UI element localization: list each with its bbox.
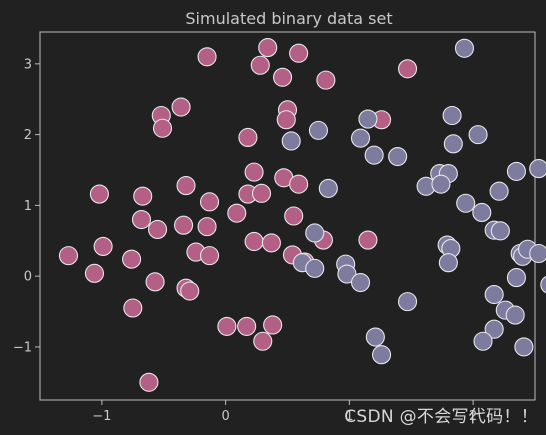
data-point-class-1 — [371, 345, 392, 365]
data-point-class-0 — [397, 59, 418, 79]
data-point-class-1 — [438, 253, 458, 273]
data-point-class-0 — [171, 97, 191, 117]
data-point-class-0 — [263, 315, 283, 335]
data-point-class-0 — [358, 230, 378, 250]
data-point-class-0 — [174, 215, 194, 235]
data-point-class-1 — [472, 202, 492, 223]
x-tick-label: 1 — [345, 409, 353, 424]
data-point-class-1 — [484, 319, 504, 339]
data-point-class-0 — [258, 38, 278, 58]
data-point-class-0 — [122, 249, 142, 269]
data-point-class-0 — [238, 127, 258, 147]
data-point-class-1 — [350, 272, 371, 293]
data-point-class-0 — [199, 246, 220, 266]
data-point-class-0 — [131, 209, 152, 230]
data-point-class-1 — [364, 145, 384, 165]
data-point-class-0 — [261, 233, 281, 253]
data-point-class-1 — [489, 181, 509, 201]
data-point-class-1 — [505, 305, 525, 325]
data-point-class-1 — [365, 327, 385, 347]
data-point-class-0 — [253, 331, 273, 351]
data-point-class-1 — [506, 161, 526, 181]
data-point-class-0 — [139, 372, 159, 392]
data-point-class-1 — [473, 331, 493, 351]
data-points — [58, 38, 546, 392]
data-point-class-1 — [514, 337, 534, 357]
y-tick-label: 2 — [24, 128, 32, 143]
data-point-class-1 — [442, 105, 462, 126]
data-point-class-0 — [289, 43, 309, 63]
data-point-class-0 — [123, 298, 143, 318]
data-point-class-0 — [176, 176, 196, 196]
data-point-class-1 — [443, 134, 463, 154]
data-point-class-1 — [337, 264, 357, 284]
data-point-class-1 — [490, 221, 510, 241]
data-point-class-0 — [217, 316, 237, 336]
chart-title: Simulated binary data set — [185, 9, 392, 28]
data-point-class-1 — [529, 159, 546, 179]
data-point-class-0 — [89, 184, 109, 204]
data-point-class-0 — [289, 174, 309, 194]
data-point-class-0 — [244, 231, 264, 252]
data-point-class-0 — [93, 236, 113, 256]
data-point-class-0 — [272, 67, 293, 87]
y-tick-label: 1 — [24, 199, 32, 214]
data-point-class-0 — [148, 219, 168, 239]
data-point-class-1 — [305, 223, 325, 243]
data-point-class-1 — [350, 128, 371, 148]
data-point-class-1 — [454, 38, 475, 58]
data-point-class-0 — [152, 118, 173, 138]
data-point-class-1 — [484, 285, 504, 305]
data-point-class-0 — [251, 183, 272, 203]
data-point-class-1 — [358, 109, 378, 129]
data-point-class-1 — [281, 131, 301, 151]
data-point-class-0 — [58, 246, 79, 266]
data-point-class-0 — [145, 272, 165, 292]
data-point-class-1 — [397, 292, 418, 312]
data-point-class-1 — [318, 178, 338, 198]
plot-frame — [39, 31, 536, 401]
y-tick-label: −1 — [13, 340, 32, 355]
data-point-class-1 — [431, 174, 451, 194]
data-point-class-1 — [308, 120, 328, 140]
x-tick-label: 0 — [221, 409, 229, 424]
data-point-class-1 — [540, 275, 546, 294]
data-point-class-1 — [468, 125, 488, 145]
data-point-class-0 — [227, 203, 247, 223]
data-point-class-0 — [284, 206, 304, 226]
data-point-class-0 — [133, 186, 153, 206]
data-point-class-0 — [84, 263, 104, 283]
y-tick-label: 3 — [24, 57, 32, 72]
data-point-class-0 — [197, 217, 217, 237]
data-point-class-1 — [305, 258, 325, 278]
x-tick-label: −1 — [92, 409, 111, 424]
data-point-class-0 — [199, 192, 220, 212]
data-point-class-0 — [237, 316, 257, 336]
data-point-class-0 — [197, 47, 217, 67]
watermark: CSDN @不会写代码！！ — [344, 407, 538, 427]
x-tick-label: 2 — [469, 409, 477, 424]
y-tick-label: 0 — [24, 270, 32, 285]
axes: −1 0 1 2 −1 0 1 2 3 — [13, 57, 477, 424]
data-point-class-1 — [456, 193, 476, 213]
data-point-class-1 — [506, 268, 526, 288]
data-point-class-0 — [244, 162, 264, 182]
data-point-class-0 — [180, 281, 200, 301]
data-point-class-1 — [529, 243, 546, 264]
data-point-class-0 — [276, 110, 296, 130]
data-point-class-0 — [316, 70, 336, 90]
data-point-class-0 — [250, 55, 270, 75]
data-point-class-1 — [388, 147, 408, 167]
